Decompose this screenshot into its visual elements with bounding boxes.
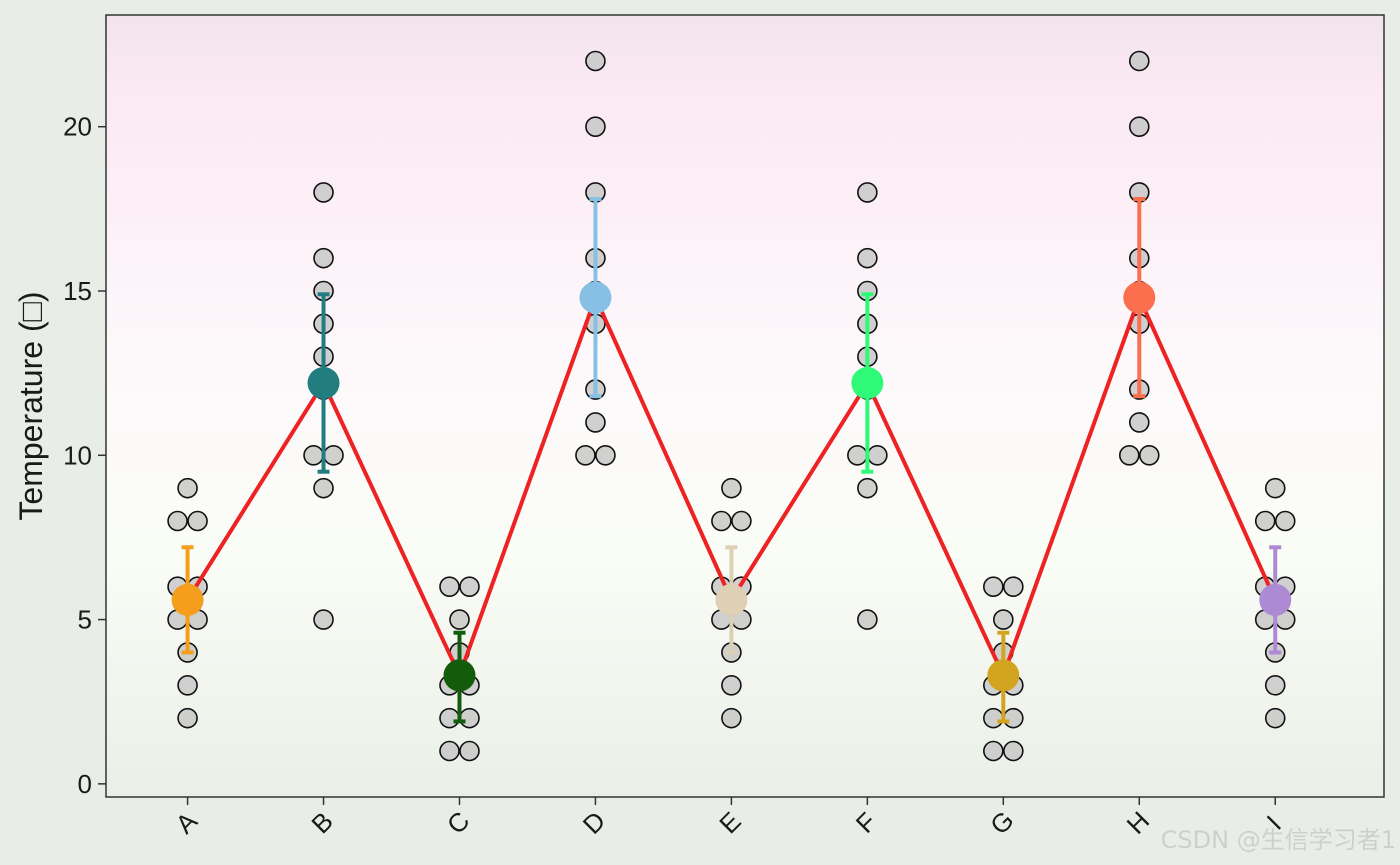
- data-point: [711, 510, 732, 532]
- data-point: [459, 576, 480, 598]
- data-point: [857, 182, 878, 203]
- y-tick-label: 0: [78, 769, 92, 799]
- mean-point: [579, 281, 612, 314]
- data-point: [1128, 50, 1150, 72]
- plot-panel: [106, 15, 1384, 797]
- mean-point: [1259, 583, 1292, 616]
- y-tick-label: 10: [63, 440, 92, 470]
- mean-point: [715, 583, 748, 616]
- data-point: [1003, 576, 1024, 598]
- data-point: [993, 609, 1014, 630]
- data-point: [731, 510, 752, 532]
- data-point: [313, 477, 334, 499]
- data-point: [323, 444, 344, 466]
- data-point: [585, 412, 606, 433]
- data-point: [313, 247, 334, 269]
- data-point: [847, 444, 868, 466]
- data-point: [721, 477, 742, 499]
- data-point: [459, 740, 480, 762]
- data-point: [721, 674, 742, 696]
- data-point: [1264, 707, 1286, 729]
- data-point: [983, 576, 1004, 598]
- mean-points: [171, 281, 1292, 692]
- data-point: [439, 576, 460, 598]
- data-point: [177, 674, 198, 696]
- data-point: [585, 50, 606, 72]
- mean-point: [171, 583, 204, 616]
- data-point: [1128, 412, 1150, 433]
- watermark: CSDN @生信学习者1: [1161, 826, 1396, 854]
- data-point: [857, 477, 878, 499]
- mean-point: [307, 367, 340, 399]
- data-point: [983, 740, 1004, 762]
- data-point: [575, 444, 596, 466]
- data-point: [439, 740, 460, 762]
- data-point: [1003, 740, 1024, 762]
- y-axis-title: Temperature (□): [13, 291, 49, 520]
- data-point: [1274, 510, 1296, 532]
- data-point: [721, 707, 742, 729]
- data-point: [459, 707, 480, 729]
- data-point: [313, 609, 334, 630]
- data-point: [867, 444, 888, 466]
- data-point: [983, 707, 1004, 729]
- data-point: [1118, 444, 1140, 466]
- y-tick-label: 5: [78, 605, 92, 635]
- data-point: [177, 477, 198, 499]
- mean-point: [443, 659, 476, 692]
- data-point: [595, 444, 616, 466]
- data-point: [1003, 707, 1024, 729]
- data-point: [1264, 477, 1286, 499]
- data-point: [449, 609, 470, 630]
- mean-point: [987, 659, 1020, 692]
- mean-point: [1123, 281, 1156, 314]
- data-point: [1128, 116, 1150, 138]
- data-point: [177, 707, 198, 729]
- data-point: [1138, 444, 1160, 466]
- data-point: [439, 707, 460, 729]
- y-tick-label: 20: [63, 112, 92, 142]
- data-point: [303, 444, 324, 466]
- data-point: [313, 182, 334, 203]
- data-point: [1264, 674, 1286, 696]
- data-point: [187, 510, 208, 532]
- mean-point: [851, 367, 884, 399]
- y-axis: 0 5 10 15 20: [63, 112, 106, 799]
- data-point: [585, 116, 606, 138]
- data-point: [167, 510, 188, 532]
- plot-border: [105, 14, 1385, 798]
- data-point: [857, 247, 878, 269]
- data-point: [857, 609, 878, 630]
- data-point: [1254, 510, 1276, 532]
- y-tick-label: 15: [63, 276, 92, 306]
